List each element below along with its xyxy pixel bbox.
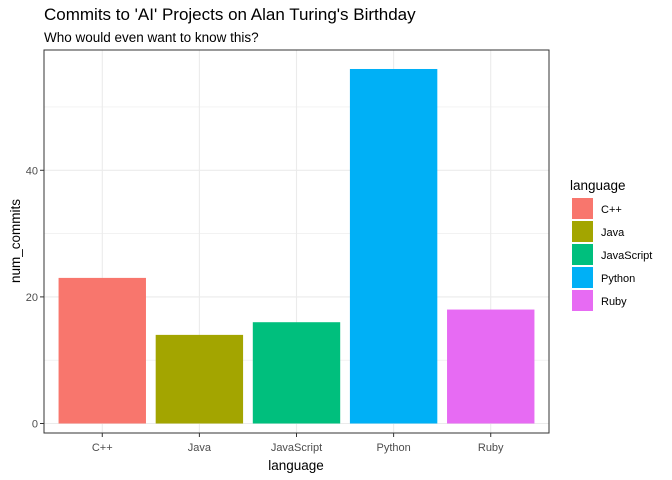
- chart-subtitle: Who would even want to know this?: [44, 30, 259, 45]
- x-tick-label: Ruby: [478, 442, 504, 454]
- legend-label: Python: [601, 273, 635, 285]
- x-tick-label: C++: [92, 442, 113, 454]
- x-tick-label: Java: [188, 442, 212, 454]
- chart-title: Commits to 'AI' Projects on Alan Turing'…: [44, 5, 416, 24]
- bar-java: [155, 334, 244, 424]
- y-tick-label: 0: [32, 419, 38, 431]
- y-tick-label: 20: [26, 292, 38, 304]
- legend-label: Ruby: [601, 296, 627, 308]
- legend-title: language: [570, 178, 626, 193]
- x-tick-label: Python: [376, 442, 410, 454]
- y-tick-label: 40: [26, 165, 38, 177]
- x-axis-title: language: [268, 458, 324, 473]
- legend-key: [572, 198, 593, 219]
- legend-label: Java: [601, 227, 625, 239]
- bar-ruby: [447, 309, 535, 424]
- legend-label: JavaScript: [601, 250, 652, 262]
- bars: [58, 68, 535, 424]
- legend-key: [572, 244, 593, 265]
- bar-javascript: [252, 322, 341, 424]
- legend-key: [572, 267, 593, 288]
- x-tick-label: JavaScript: [271, 442, 322, 454]
- legend-key: [572, 290, 593, 311]
- y-axis-title: num_commits: [8, 199, 23, 283]
- axes: 0 20 40 C++ Java JavaScript Python Ruby: [26, 165, 504, 454]
- legend: language C++ Java JavaScript Python Ruby: [570, 178, 652, 311]
- bar-c-: [58, 277, 146, 424]
- legend-label: C++: [601, 204, 622, 216]
- bar-python: [349, 68, 438, 424]
- legend-key: [572, 221, 593, 242]
